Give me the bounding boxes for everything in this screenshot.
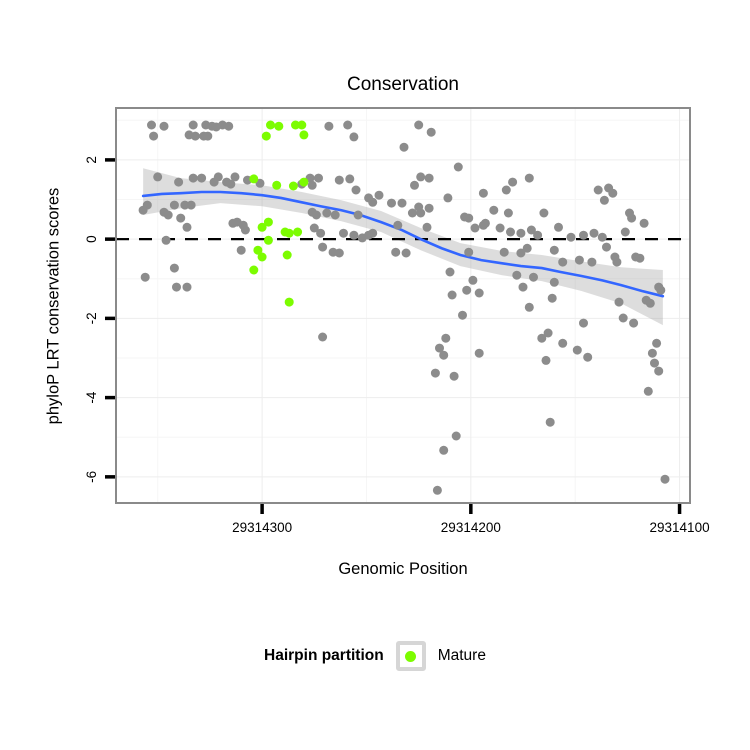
legend-title: Hairpin partition: [264, 647, 384, 664]
legend: Hairpin partition Mature: [0, 641, 750, 671]
mature-dot-icon: [405, 650, 417, 662]
smooth-trend-line: [141, 190, 665, 298]
x-tick-label: 29314300: [232, 520, 292, 535]
legend-entry-mature: Mature: [437, 647, 486, 664]
y-axis-title: phyloP LRT conservation scores: [44, 187, 63, 425]
legend-key-box: [395, 641, 426, 671]
chart-title: Conservation: [347, 74, 459, 95]
y-tick-label: -4: [84, 391, 99, 403]
y-tick-label: 2: [84, 156, 99, 164]
smooth-confidence-ribbon: [143, 168, 663, 326]
x-tick-label: 29314100: [650, 520, 710, 535]
x-tick-label: 29314200: [441, 520, 501, 535]
y-tick-label: -6: [84, 471, 99, 483]
mature-points: [249, 120, 309, 307]
axes: 29314300 29314200 29314100 2 0 -2 -4 -6: [84, 156, 710, 535]
plot-panel: [116, 108, 690, 503]
y-tick-label: 0: [84, 235, 99, 243]
panel-border: [115, 107, 691, 504]
background-points: [138, 120, 670, 495]
y-tick-label: -2: [84, 312, 99, 324]
x-axis-title: Genomic Position: [338, 560, 468, 578]
